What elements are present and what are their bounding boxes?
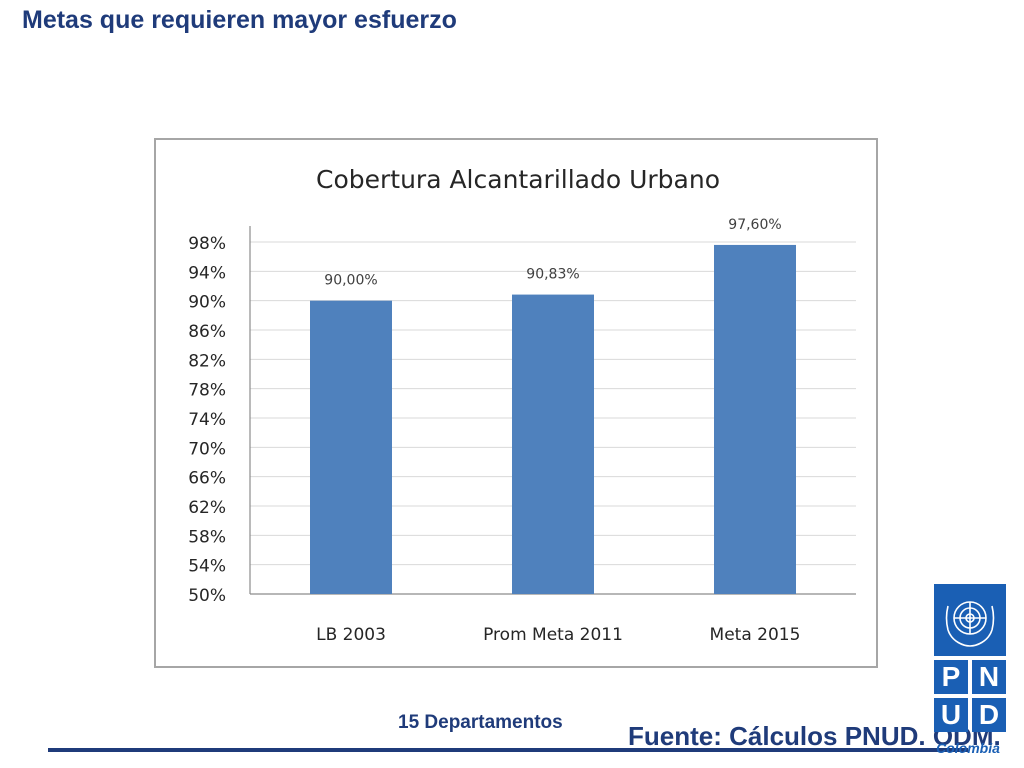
data-label: 90,00%: [324, 273, 377, 289]
y-tick-label: 94%: [188, 263, 226, 283]
bar-chart: Cobertura Alcantarillado Urbano 50% 54% 58…: [188, 165, 856, 645]
y-axis-ticks: 50% 54% 58% 62% 66% 70% 74% 78% 82% 86% 90% 94% 98%: [188, 234, 226, 606]
y-tick-label: 66%: [188, 469, 226, 489]
un-emblem-icon: [945, 601, 995, 647]
bar: [512, 294, 594, 594]
y-tick-label: 70%: [188, 439, 226, 459]
y-tick-label: 98%: [188, 234, 226, 254]
logo-letter-u: U: [934, 698, 968, 732]
data-label: 97,60%: [728, 217, 781, 233]
y-tick-label: 90%: [188, 293, 226, 313]
bottom-divider: [48, 748, 968, 752]
data-label: 90,83%: [526, 267, 579, 283]
chart-frame: Cobertura Alcantarillado Urbano 50% 54% 58…: [154, 138, 878, 668]
y-tick-label: 54%: [188, 557, 226, 577]
logo-letter-p: P: [934, 660, 968, 694]
y-tick-label: 78%: [188, 381, 226, 401]
y-tick-label: 58%: [188, 527, 226, 547]
x-tick-label: LB 2003: [316, 625, 386, 645]
logo-letter-n: N: [972, 660, 1006, 694]
y-tick-label: 86%: [188, 322, 226, 342]
chart-title: Cobertura Alcantarillado Urbano: [316, 165, 720, 194]
slide-title: Metas que requieren mayor esfuerzo: [22, 6, 457, 34]
pnud-logo: P N U D Colombia: [934, 584, 1006, 760]
x-tick-label: Meta 2015: [710, 625, 801, 645]
bars: [310, 244, 796, 594]
un-emblem-box: [934, 584, 1006, 656]
y-tick-label: 82%: [188, 351, 226, 371]
logo-country: Colombia: [936, 740, 1000, 756]
x-axis-ticks: LB 2003 Prom Meta 2011 Meta 2015: [316, 625, 800, 645]
data-labels: 90,00% 90,83% 97,60%: [324, 217, 781, 289]
x-tick-label: Prom Meta 2011: [483, 625, 623, 645]
logo-letter-d: D: [972, 698, 1006, 732]
y-tick-label: 50%: [188, 586, 226, 606]
bar: [310, 300, 392, 594]
bar: [714, 244, 796, 594]
pnud-letters: P N U D: [934, 660, 1006, 732]
y-tick-label: 62%: [188, 498, 226, 518]
footer-note: 15 Departamentos: [398, 712, 563, 733]
y-tick-label: 74%: [188, 410, 226, 430]
